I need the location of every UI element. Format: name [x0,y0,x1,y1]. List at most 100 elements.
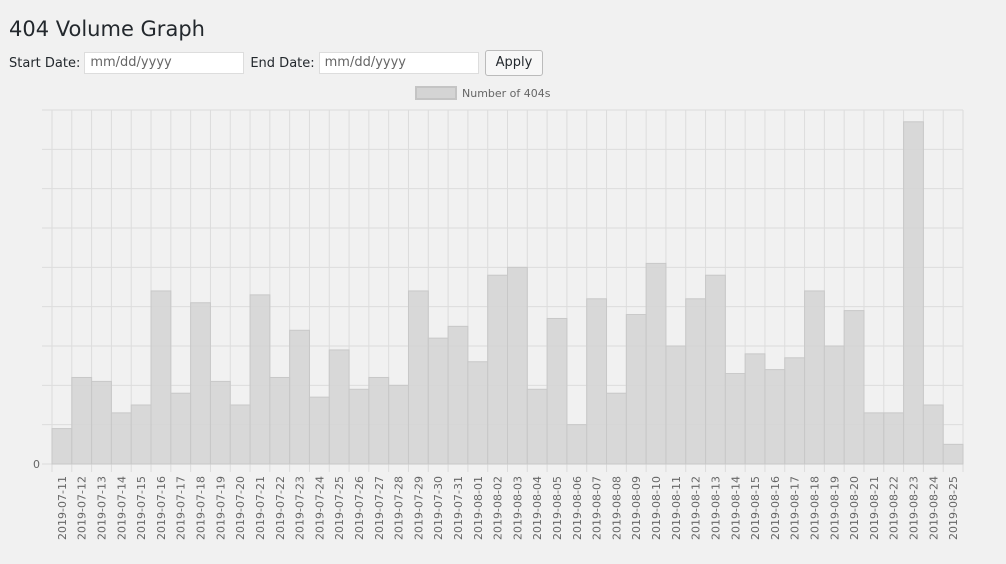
apply-button[interactable]: Apply [484,50,544,76]
x-tick-label: 2019-08-23 [907,476,920,540]
x-tick-label: 2019-07-21 [254,476,267,540]
x-tick-label: 2019-08-20 [848,476,861,540]
bar [289,329,310,465]
y-tick-label: 0 [33,458,40,471]
x-tick-label: 2019-07-14 [115,476,128,540]
x-tick-label: 2019-08-18 [808,476,821,540]
x-tick-label: 2019-07-11 [56,476,69,540]
x-tick-label: 2019-08-25 [947,476,960,540]
bar [606,392,627,465]
bar [764,369,786,465]
x-tick-label: 2019-08-24 [927,476,940,540]
x-tick-label: 2019-08-10 [650,476,663,540]
x-tick-label: 2019-07-24 [313,476,326,540]
x-tick-label: 2019-08-03 [511,476,524,540]
bar [249,294,271,465]
bar [586,298,608,465]
x-tick-label: 2019-07-26 [353,476,366,540]
bar [744,353,766,465]
x-tick-label: 2019-08-01 [472,476,485,540]
x-tick-label: 2019-07-22 [274,476,287,540]
x-tick-label: 2019-07-20 [234,476,247,540]
start-date-input[interactable]: mm/dd/yyyy [84,52,245,74]
x-tick-label: 2019-08-15 [749,476,762,540]
x-tick-label: 2019-08-16 [769,476,782,540]
bar [922,404,944,465]
bar [170,392,192,465]
bar [526,388,548,465]
x-tick-label: 2019-08-11 [670,476,683,540]
bar [388,384,409,465]
x-tick-label: 2019-07-16 [155,476,168,540]
x-tick-label: 2019-08-09 [630,476,643,540]
bar [487,274,508,465]
x-tick-label: 2019-08-17 [789,476,802,540]
bar [546,317,568,465]
bar [823,345,845,465]
bar [467,361,489,465]
bar [269,376,291,465]
bar [368,376,390,465]
bar [91,380,112,465]
bar [507,266,528,465]
bar [685,298,707,465]
bar [348,388,370,465]
x-tick-label: 2019-08-14 [729,476,742,540]
x-tick-label: 2019-07-19 [214,476,227,540]
x-tick-label: 2019-07-13 [96,476,109,540]
bar [447,325,469,465]
bar [843,310,865,465]
x-tick-label: 2019-07-27 [373,476,386,540]
x-tick-label: 2019-07-25 [333,476,346,540]
date-form: Start Date: mm/dd/yyyy End Date: mm/dd/y… [9,50,544,76]
bar [903,121,924,465]
x-tick-label: 2019-08-05 [551,476,564,540]
x-tick-label: 2019-08-19 [828,476,841,540]
bar [883,412,905,465]
bar [705,274,726,465]
x-tick-label: 2019-08-13 [709,476,722,540]
bar [51,428,73,465]
bar [209,380,231,465]
legend-swatch [415,86,457,100]
x-tick-label: 2019-08-02 [492,476,505,540]
x-tick-label: 2019-07-17 [175,476,188,540]
bar [407,290,429,465]
end-date-input[interactable]: mm/dd/yyyy [318,52,479,74]
bar [308,396,330,465]
bar [566,424,588,465]
bar [804,290,825,465]
bar [645,262,667,465]
chart: 0 Number of 404s 2019-07-11 2019-07-12 2019-… [33,86,964,540]
x-tick-label: 2019-08-07 [591,476,604,540]
bar [71,376,93,465]
bar [229,404,251,465]
end-label: End Date: [250,55,315,71]
page-title: 404 Volume Graph [9,17,205,41]
x-tick-label: 2019-08-04 [531,476,544,540]
x-tick-label: 2019-07-30 [432,476,445,540]
bar [665,345,687,465]
bar [190,302,211,465]
x-tick-label: 2019-08-06 [571,476,584,540]
bar [942,443,964,465]
x-tick-label: 2019-07-28 [393,476,406,540]
x-tick-label: 2019-07-12 [76,476,89,540]
bar [150,290,172,465]
x-tick-label: 2019-08-21 [868,476,881,540]
x-tick-label: 2019-07-31 [452,476,465,540]
bar [625,314,647,465]
bar [863,412,885,465]
bar [110,412,132,465]
legend-label: Number of 404s [462,87,551,100]
bar [427,337,449,465]
bar [784,357,806,465]
bar [724,373,746,465]
x-tick-label: 2019-07-18 [195,476,208,540]
bar [130,404,152,465]
x-tick-label: 2019-08-08 [610,476,623,540]
bar [328,349,350,465]
start-label: Start Date: [9,55,81,71]
x-tick-label: 2019-08-22 [888,476,901,540]
